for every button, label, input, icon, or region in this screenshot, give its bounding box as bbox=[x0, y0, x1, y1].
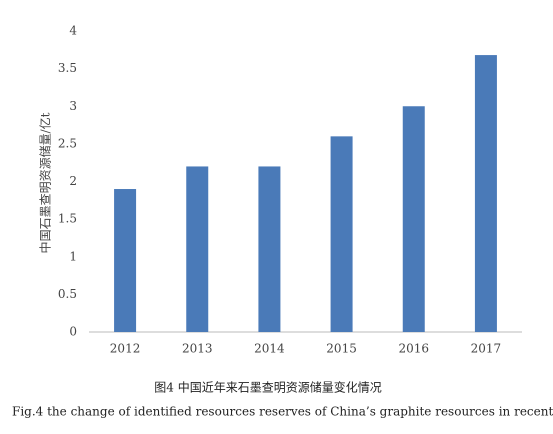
y-tick-label: 1.5 bbox=[58, 212, 77, 226]
bar bbox=[330, 136, 353, 332]
y-axis-label: 中国石墨查明资源储量/亿t bbox=[38, 112, 53, 253]
bar bbox=[474, 55, 497, 333]
y-tick-label: 0.5 bbox=[58, 287, 77, 301]
y-tick-label: 0 bbox=[69, 325, 77, 339]
chart-title: 图4 中国近年来石墨查明资源储量变化情况 bbox=[154, 380, 381, 395]
y-tick-label: 1 bbox=[69, 249, 77, 263]
x-tick-label: 2017 bbox=[471, 342, 502, 356]
x-tick-label: 2015 bbox=[326, 342, 357, 356]
x-tick-label: 2016 bbox=[398, 342, 429, 356]
x-tick-label: 2012 bbox=[110, 342, 141, 356]
y-tick-label: 3.5 bbox=[58, 61, 77, 75]
y-tick-label: 3 bbox=[69, 99, 77, 113]
x-tick-label: 2014 bbox=[254, 342, 285, 356]
y-tick-label: 2.5 bbox=[58, 136, 77, 150]
bar bbox=[114, 189, 137, 332]
bar bbox=[186, 166, 209, 332]
bar bbox=[258, 166, 281, 332]
bar bbox=[402, 106, 425, 332]
y-tick-label: 4 bbox=[69, 24, 77, 38]
y-tick-label: 2 bbox=[69, 174, 77, 188]
chart-subtitle: Fig.4 the change of identified resources… bbox=[12, 405, 553, 419]
x-tick-label: 2013 bbox=[182, 342, 213, 356]
